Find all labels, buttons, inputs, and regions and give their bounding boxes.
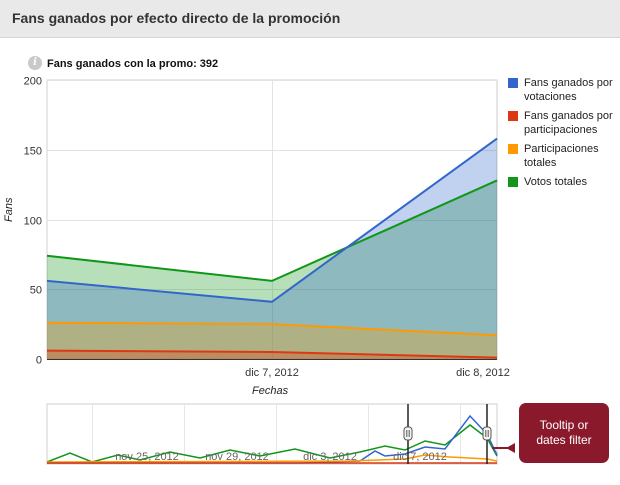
handle-grip xyxy=(403,426,413,441)
x-tick-label: dic 7, 2012 xyxy=(245,367,299,379)
y-axis-label: Fans xyxy=(3,197,15,222)
range-date-label: nov 29, 2012 xyxy=(205,451,269,463)
tooltip-pointer xyxy=(506,443,515,453)
y-tick-label: 50 xyxy=(30,285,42,297)
series-line xyxy=(46,349,498,359)
range-date-label: dic 7, 2012 xyxy=(393,451,447,463)
handle-grip xyxy=(482,426,492,441)
x-axis-label: Fechas xyxy=(252,385,289,397)
range-unselected-area xyxy=(47,404,408,464)
legend-swatch xyxy=(508,177,518,187)
legend-swatch xyxy=(508,144,518,154)
range-handle-left[interactable] xyxy=(403,426,413,441)
page-title: Fans ganados por efecto directo de la pr… xyxy=(12,10,341,26)
legend-label: Votos totales xyxy=(524,176,587,188)
legend-item[interactable]: Participaciones totales xyxy=(508,142,618,170)
range-date-label: nov 25, 2012 xyxy=(115,451,179,463)
page-header: Fans ganados por efecto directo de la pr… xyxy=(0,0,620,38)
legend-item[interactable]: Fans ganados por participaciones xyxy=(508,109,618,137)
tooltip-callout: Tooltip or dates filter xyxy=(519,403,609,463)
legend-label: Participaciones totales xyxy=(524,143,599,169)
y-tick-label: 200 xyxy=(24,76,42,88)
series-line xyxy=(46,137,498,303)
chart-legend: Fans ganados por votaciones Fans ganados … xyxy=(508,76,618,194)
series-line xyxy=(46,179,498,282)
legend-label: Fans ganados por votaciones xyxy=(524,77,613,103)
y-tick-label: 0 xyxy=(36,355,42,367)
tooltip-connector xyxy=(492,447,508,449)
y-tick-label: 150 xyxy=(24,146,42,158)
x-tick-label: dic 8, 2012 xyxy=(456,367,510,379)
tooltip-line-2: dates filter xyxy=(536,433,592,447)
series-line xyxy=(46,321,498,337)
legend-item[interactable]: Votos totales xyxy=(508,175,618,189)
series-area xyxy=(47,322,497,359)
y-tick-label: 100 xyxy=(24,216,42,228)
overview-line xyxy=(46,424,498,463)
info-icon[interactable]: i xyxy=(28,56,42,70)
legend-swatch xyxy=(508,78,518,88)
legend-label: Fans ganados por participaciones xyxy=(524,110,613,136)
legend-swatch xyxy=(508,111,518,121)
chart-title: Fans ganados con la promo: 392 xyxy=(47,58,219,70)
series-area xyxy=(47,350,497,359)
series-area xyxy=(47,180,497,359)
range-handle-right[interactable] xyxy=(482,426,492,441)
range-date-label: dic 3, 2012 xyxy=(303,451,357,463)
series-area xyxy=(47,138,497,359)
tooltip-line-1: Tooltip or xyxy=(539,418,589,432)
legend-item[interactable]: Fans ganados por votaciones xyxy=(508,76,618,104)
